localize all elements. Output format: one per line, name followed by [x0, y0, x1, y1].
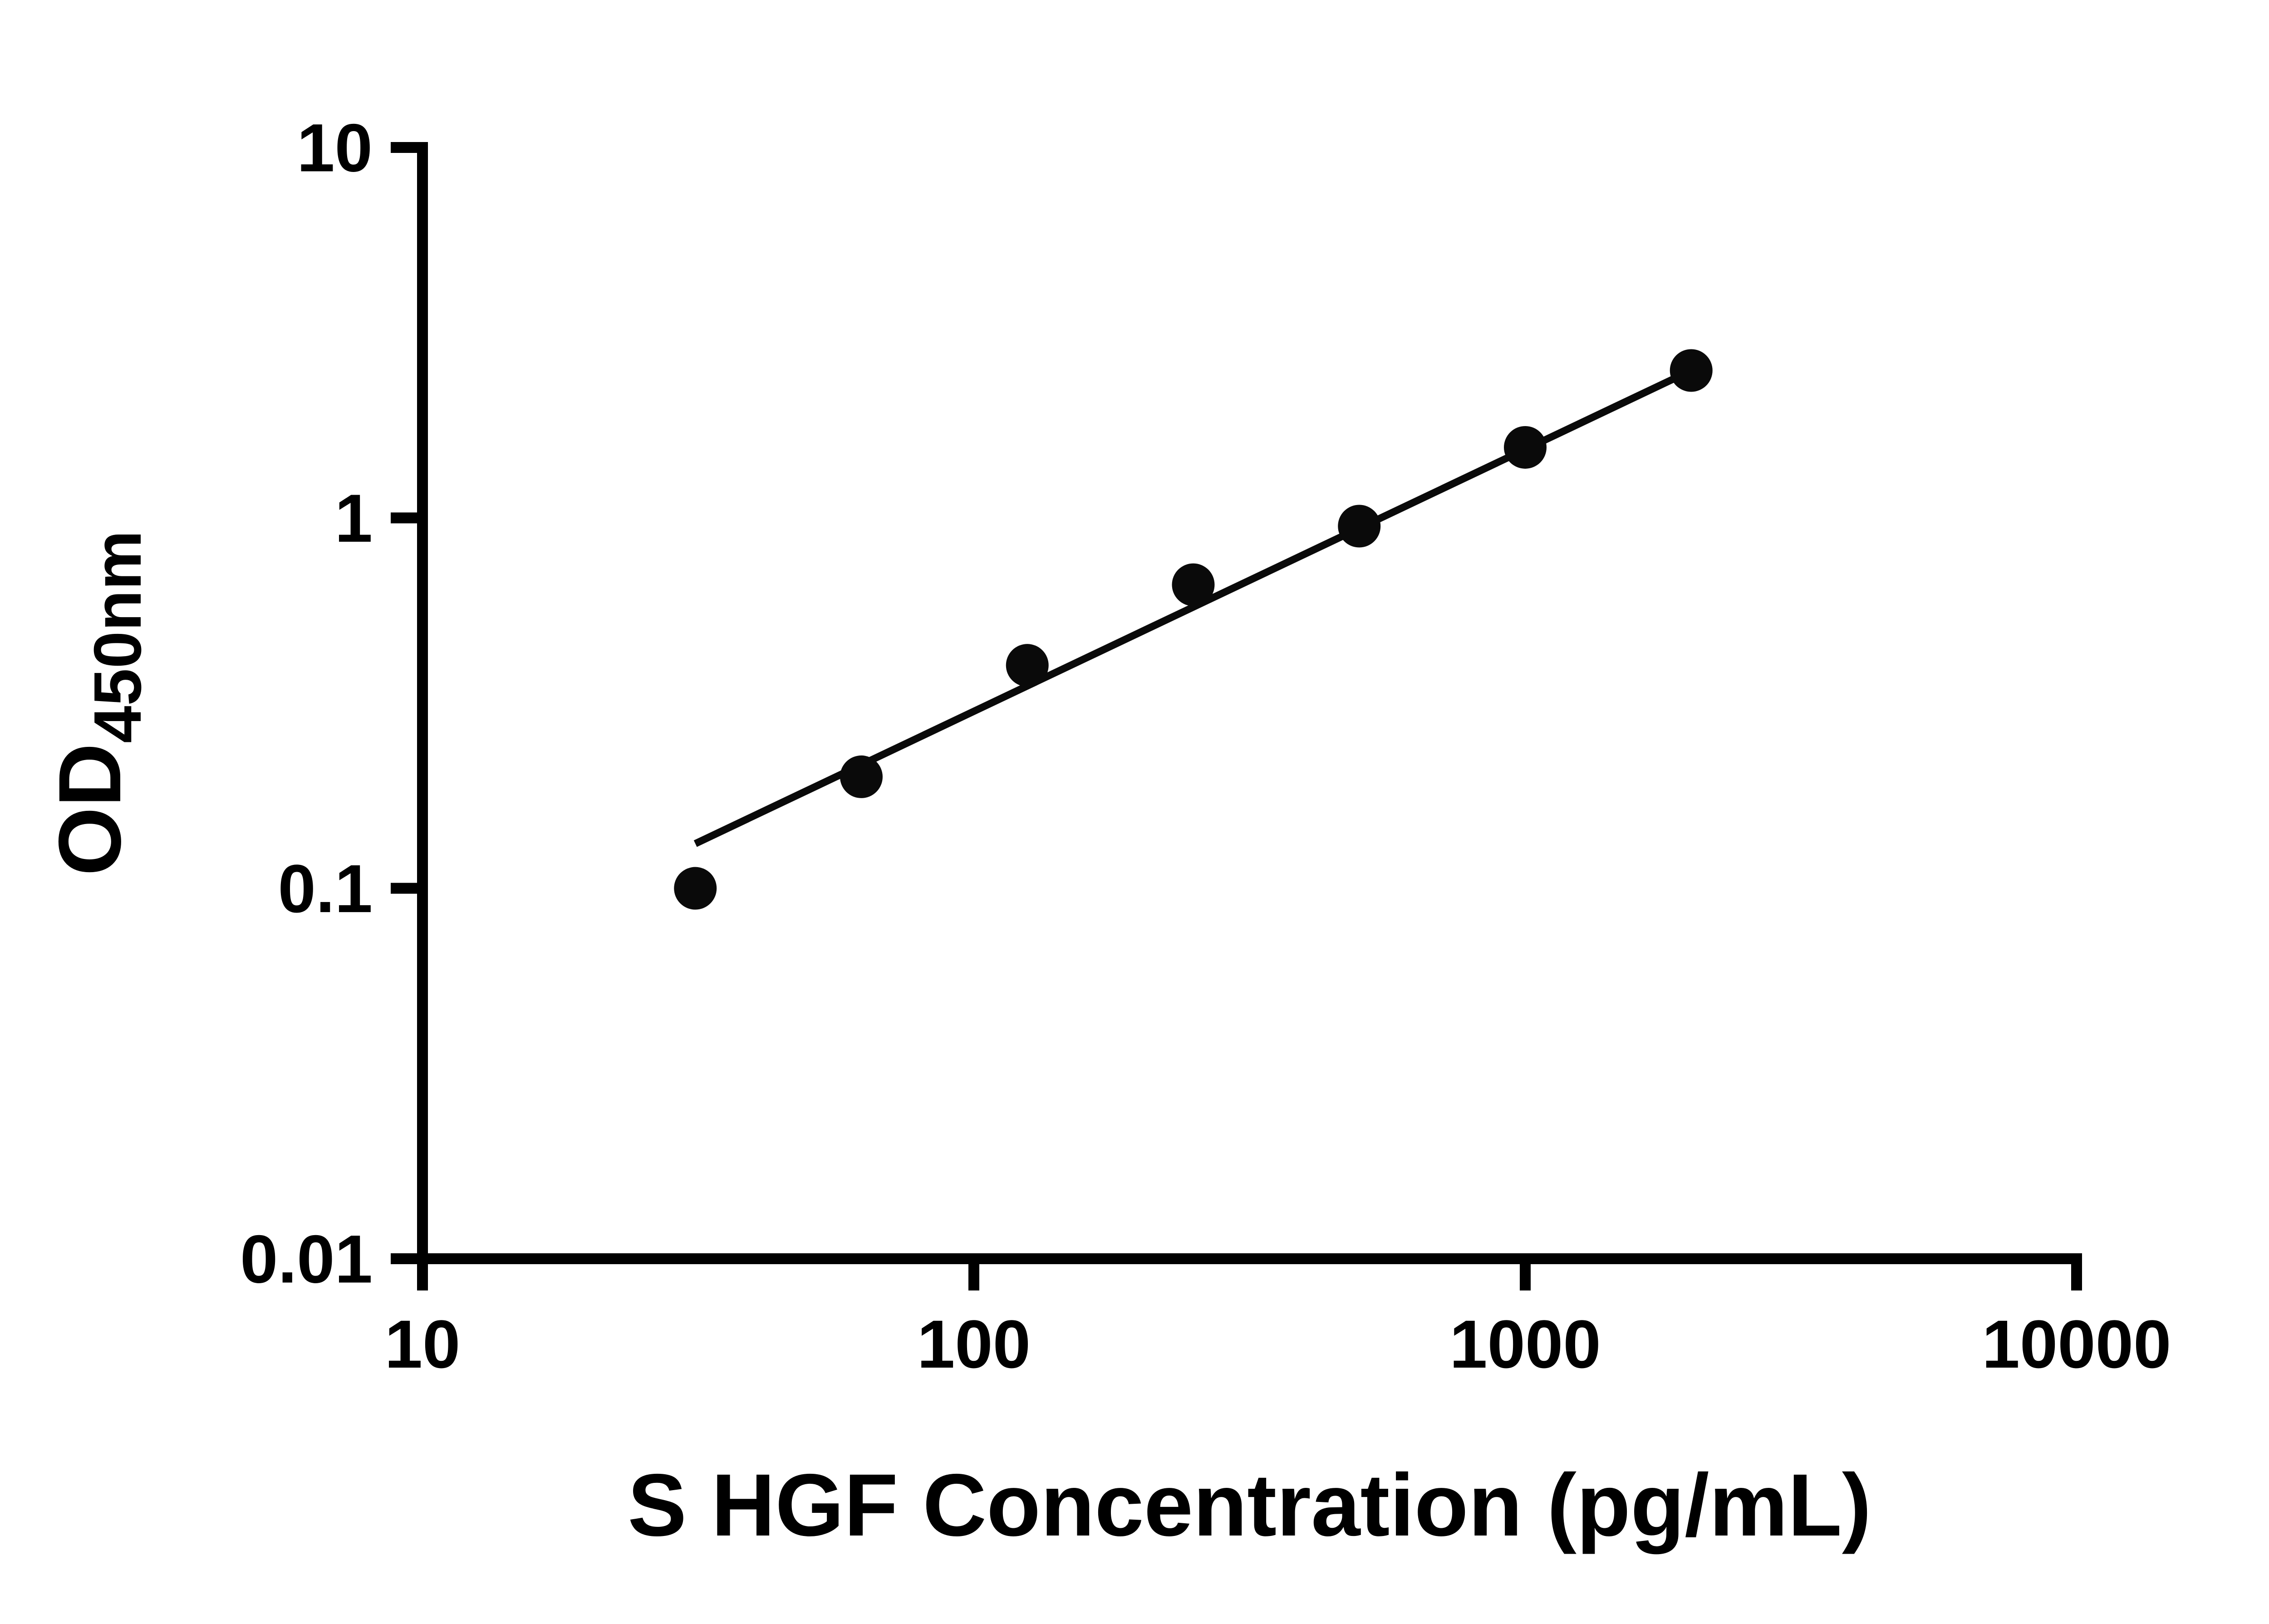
x-axis-tick-label: 10000	[1982, 1306, 2171, 1382]
x-axis-title: S HGF Concentration (pg/mL)	[628, 1456, 1871, 1555]
data-point	[1670, 349, 1713, 392]
y-axis-tick-label: 0.1	[278, 850, 373, 927]
x-axis-tick-label: 1000	[1449, 1306, 1601, 1382]
data-point	[1338, 505, 1381, 548]
data-point	[840, 755, 883, 798]
y-axis-tick-label: 10	[297, 110, 373, 186]
y-axis-tick-label: 1	[335, 480, 373, 556]
x-axis-tick-label: 100	[917, 1306, 1031, 1382]
data-point	[1172, 563, 1215, 606]
y-axis-title: OD450nm	[40, 530, 155, 876]
x-axis-tick-label: 10	[385, 1306, 461, 1382]
data-point	[1006, 644, 1049, 687]
y-axis-tick-label: 0.01	[240, 1221, 373, 1297]
data-point	[1504, 426, 1547, 469]
data-point	[674, 867, 717, 910]
